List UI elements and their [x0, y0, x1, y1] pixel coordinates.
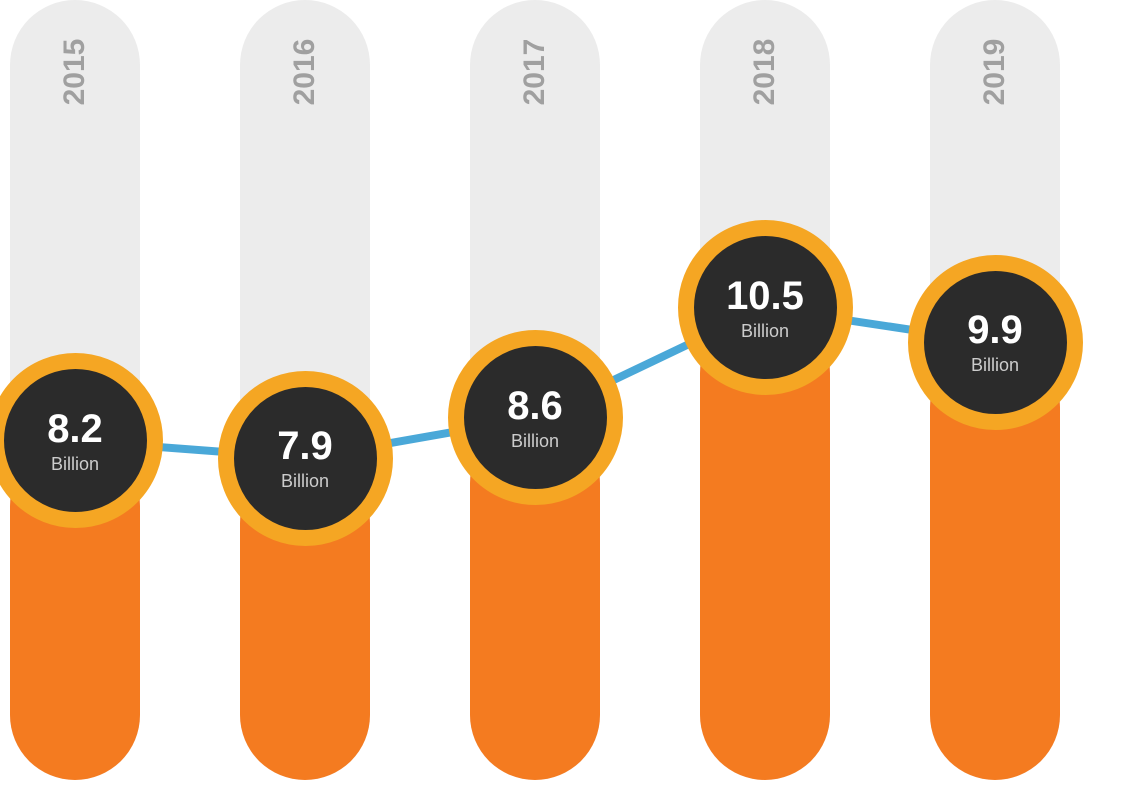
value-text: 8.6	[507, 386, 563, 426]
value-badge-2017: 8.6 Billion	[448, 330, 623, 505]
year-label: 2019	[978, 39, 1012, 106]
value-badge-2016: 7.9 Billion	[218, 371, 393, 546]
value-text: 9.9	[967, 310, 1023, 350]
year-label: 2016	[288, 39, 322, 106]
unit-text: Billion	[51, 455, 99, 473]
unit-text: Billion	[511, 432, 559, 450]
value-text: 8.2	[47, 409, 103, 449]
value-text: 7.9	[277, 426, 333, 466]
unit-text: Billion	[971, 356, 1019, 374]
value-badge-2018: 10.5 Billion	[678, 220, 853, 395]
year-label: 2018	[748, 39, 782, 106]
year-label: 2015	[58, 39, 92, 106]
unit-text: Billion	[281, 472, 329, 490]
year-label: 2017	[518, 39, 552, 106]
value-text: 10.5	[726, 276, 804, 316]
value-badge-2019: 9.9 Billion	[908, 255, 1083, 430]
unit-text: Billion	[741, 322, 789, 340]
billion-bar-chart: 2015 2016 2017 2018 2019 8.2 Billion 7.9 Billio…	[0, 0, 1146, 798]
